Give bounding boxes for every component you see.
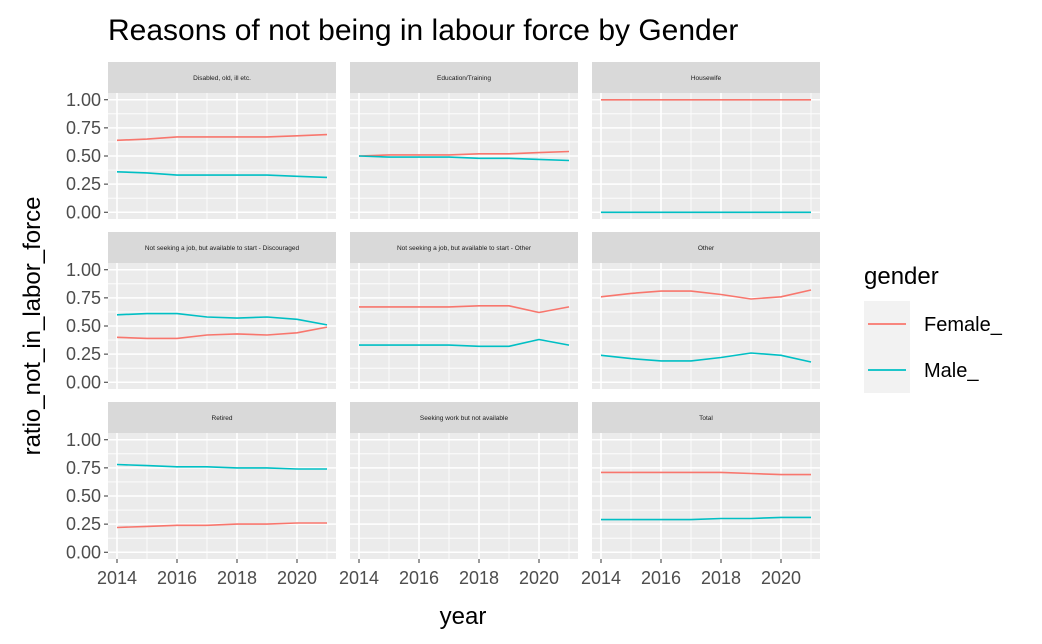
facet-strip <box>108 62 336 93</box>
facet-strip-label: Not seeking a job, but available to star… <box>397 245 532 252</box>
y-tick-label: 1.00 <box>66 260 101 280</box>
facet-strip <box>592 62 820 93</box>
series-line <box>116 171 328 179</box>
y-tick-label: 0.25 <box>66 514 101 534</box>
x-axis-title: year <box>440 603 487 630</box>
facet-panel: Not seeking a job, but available to star… <box>66 232 336 392</box>
series-line <box>116 312 328 326</box>
series-line <box>359 338 570 348</box>
series-line <box>600 352 812 363</box>
facet-strip-label: Disabled, old, ill etc. <box>193 75 251 82</box>
y-tick-label: 0.00 <box>66 542 101 562</box>
facet-panel: Disabled, old, ill etc. 0.00 0.25 0.50 0.75 1… <box>66 62 336 222</box>
x-tick-label: 2014 <box>581 568 621 588</box>
facet-strip-label: Retired <box>212 415 233 422</box>
y-tick-label: 0.00 <box>66 372 101 392</box>
x-tick-label: 2018 <box>701 568 741 588</box>
y-tick-label: 0.00 <box>66 202 101 222</box>
facet-strip <box>350 402 578 433</box>
series-line <box>358 155 570 162</box>
facet-panels: Disabled, old, ill etc. 0.00 0.25 0.50 0.75 1… <box>66 62 820 588</box>
y-tick-label: 1.00 <box>66 90 101 110</box>
y-tick-label: 0.75 <box>66 458 101 478</box>
chart-title: Reasons of not being in labour force by … <box>108 14 738 47</box>
facet-panel: Other <box>592 232 820 389</box>
facet-strip-label: Total <box>699 415 713 422</box>
y-tick-label: 0.75 <box>66 288 101 308</box>
facet-panel: Not seeking a job, but available to star… <box>350 232 578 389</box>
y-tick-label: 0.50 <box>66 486 101 506</box>
x-tick-label: 2014 <box>97 568 137 588</box>
series-line <box>601 516 811 521</box>
x-tick-label: 2020 <box>519 568 559 588</box>
facet-strip-label: Education/Training <box>437 75 491 82</box>
facet-panel: Education/Training <box>350 62 578 219</box>
facet-strip <box>592 402 820 433</box>
x-tick-label: 2016 <box>399 568 439 588</box>
y-axis-title: ratio_not_in_labor_force <box>19 197 46 456</box>
x-tick-label: 2018 <box>217 568 257 588</box>
series-line <box>116 133 328 142</box>
facet-panel: Seeking work but not available 2014 2016 20… <box>339 402 578 588</box>
facet-strip-label: Seeking work but not available <box>420 415 509 422</box>
x-tick-label: 2020 <box>277 568 317 588</box>
facet-strip <box>108 232 336 263</box>
legend-title: gender <box>864 263 939 290</box>
series-line <box>600 289 812 300</box>
series-line <box>358 150 570 157</box>
series-line <box>116 522 327 529</box>
facet-panel: Total 2014 2016 2018 2020 <box>581 402 820 588</box>
facet-panel: Retired 0.00 0.25 0.50 0.75 1.00 2014 2016 2018 2… <box>66 402 336 588</box>
y-tick-label: 0.50 <box>66 316 101 336</box>
legend: gender Female_ Male_ <box>864 263 1003 393</box>
facet-strip <box>592 232 820 263</box>
y-tick-label: 0.50 <box>66 146 101 166</box>
legend-label: Male_ <box>924 360 979 382</box>
series-line <box>601 471 811 476</box>
x-tick-label: 2020 <box>761 568 801 588</box>
x-tick-label: 2018 <box>459 568 499 588</box>
y-tick-label: 0.25 <box>66 174 101 194</box>
y-tick-label: 0.25 <box>66 344 101 364</box>
facet-strip <box>108 402 336 433</box>
facet-strip-label: Not seeking a job, but available to star… <box>145 245 300 252</box>
y-tick-label: 1.00 <box>66 430 101 450</box>
facet-strip-label: Housewife <box>691 75 722 82</box>
x-tick-label: 2014 <box>339 568 379 588</box>
facet-strip <box>350 62 578 93</box>
x-tick-label: 2016 <box>641 568 681 588</box>
facet-panel: Housewife <box>592 62 820 219</box>
facet-strip-label: Other <box>698 245 715 252</box>
y-tick-label: 0.75 <box>66 118 101 138</box>
facet-strip <box>350 232 578 263</box>
legend-label: Female_ <box>924 314 1003 336</box>
x-tick-label: 2016 <box>157 568 197 588</box>
series-line <box>116 463 327 470</box>
series-line <box>359 304 570 314</box>
series-line <box>116 326 328 340</box>
